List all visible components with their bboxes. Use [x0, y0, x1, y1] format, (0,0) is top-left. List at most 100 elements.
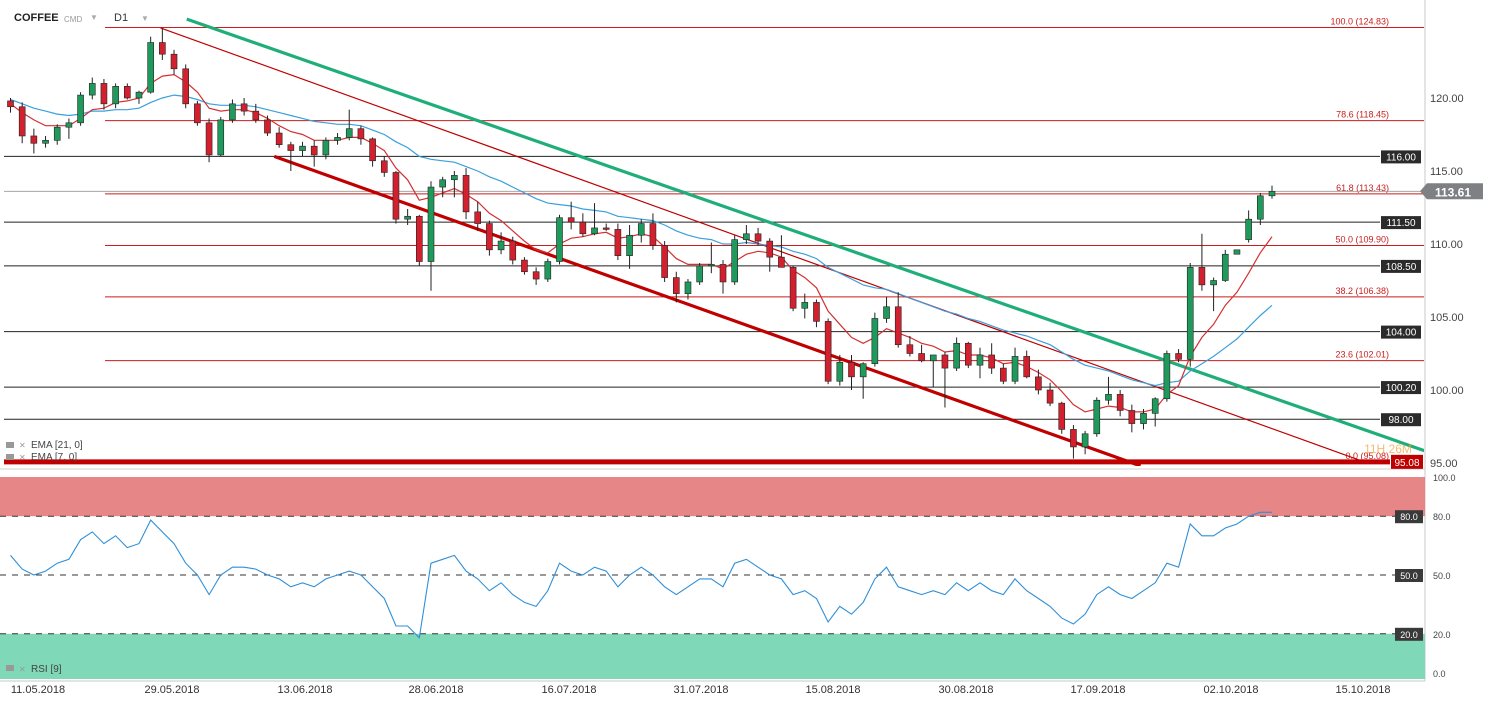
candle	[427, 186, 435, 262]
rsi-overbought-zone	[0, 477, 1425, 517]
candle	[1000, 367, 1007, 382]
level-value-text: 111.50	[1386, 218, 1416, 229]
candle	[813, 302, 820, 322]
candle	[1245, 218, 1252, 240]
candle	[1163, 353, 1171, 400]
candle	[696, 265, 703, 283]
candle	[1140, 413, 1147, 424]
candle	[404, 215, 411, 220]
candle	[18, 106, 26, 137]
date-axis-label: 13.06.2018	[277, 684, 332, 696]
rsi-level-box-text: 80.0	[1400, 512, 1418, 522]
candle	[345, 128, 353, 138]
candle	[859, 363, 867, 378]
rsi-oversold-zone	[0, 633, 1425, 679]
candle	[497, 240, 505, 251]
candle	[614, 229, 622, 256]
level-value-box	[1381, 216, 1421, 230]
candle	[310, 145, 318, 156]
indicator-label: EMA [7, 0]	[31, 452, 77, 463]
date-axis-label: 28.06.2018	[408, 684, 463, 696]
candle	[602, 227, 610, 230]
candle	[953, 342, 960, 369]
candle	[1116, 394, 1124, 411]
candle	[1105, 394, 1112, 401]
candle	[439, 179, 446, 188]
candle	[988, 354, 995, 369]
date-axis-label: 11.05.2018	[11, 684, 65, 696]
red-trendline[interactable]	[273, 154, 1142, 466]
timeframe-label[interactable]: D1	[114, 12, 129, 24]
level-value-box	[1381, 381, 1421, 395]
candle	[1233, 249, 1241, 255]
indicator-settings-icon[interactable]	[6, 442, 14, 448]
date-axis-label: 15.10.2018	[1335, 684, 1390, 696]
date-axis-label: 31.07.2018	[673, 684, 728, 696]
candle	[147, 42, 154, 93]
candle	[661, 245, 668, 278]
symbol-dropdown-icon[interactable]: ▼	[90, 13, 98, 22]
indicator-settings-icon[interactable]	[6, 454, 14, 460]
rsi-axis-label: 100.0	[1433, 473, 1456, 483]
candle	[182, 68, 190, 105]
chart-header: COFFEE CMD ▼ D1 ▼	[0, 0, 1440, 30]
rsi-level-box	[1395, 627, 1423, 641]
price-axis-label: 105.00	[1430, 312, 1464, 324]
candle	[30, 135, 38, 144]
rsi-level-box	[1395, 569, 1423, 582]
candle	[556, 217, 563, 262]
rsi-line	[10, 511, 1272, 639]
candle	[252, 110, 260, 121]
level-value-box	[1381, 150, 1421, 164]
green-trendline[interactable]	[186, 17, 1456, 461]
candle	[486, 223, 493, 251]
price-axis-label: 95.00	[1430, 458, 1458, 470]
candle	[1268, 191, 1276, 197]
rsi-axis-label: 50.0	[1433, 571, 1451, 581]
candle	[906, 344, 914, 354]
candle	[1093, 399, 1101, 435]
candle	[392, 172, 400, 220]
date-axis-label: 02.10.2018	[1203, 684, 1258, 696]
rsi-level-box	[1395, 510, 1423, 524]
candle	[719, 264, 727, 283]
rsi-label: RSI [9]	[31, 664, 62, 675]
candle	[474, 211, 482, 224]
candle	[626, 234, 633, 256]
candle	[708, 264, 715, 267]
timeframe-dropdown-icon[interactable]: ▼	[141, 14, 149, 23]
candle	[778, 256, 785, 268]
candle	[240, 103, 248, 112]
candle	[684, 281, 692, 294]
fibonacci-level-label: 0.0 (95.08)	[1345, 451, 1389, 461]
support-level-box	[1391, 454, 1423, 469]
rsi-settings-icon[interactable]	[6, 665, 14, 671]
candle	[591, 227, 598, 235]
fibonacci-level-label: 78.6 (118.45)	[1336, 110, 1389, 120]
candle	[322, 140, 330, 156]
level-value-text: 108.50	[1386, 262, 1417, 273]
candle	[380, 160, 388, 173]
date-axis-label: 17.09.2018	[1070, 684, 1125, 696]
candle	[672, 277, 680, 294]
candle	[357, 128, 365, 140]
candle	[918, 353, 925, 362]
countdown-label: 11H 26M	[1364, 442, 1412, 456]
candle	[567, 217, 575, 223]
current-price-box	[1420, 183, 1483, 200]
candle	[1198, 267, 1206, 286]
candle	[88, 83, 96, 96]
rsi-axis-label: 80.0	[1433, 512, 1451, 522]
candle	[1058, 402, 1066, 430]
price-axis-label: 110.00	[1430, 239, 1463, 251]
candle	[532, 271, 540, 280]
candle	[789, 267, 797, 309]
symbol-label[interactable]: COFFEE	[14, 12, 59, 24]
candle	[941, 354, 949, 369]
candle	[731, 239, 738, 283]
candle	[579, 221, 587, 235]
candle	[1186, 267, 1194, 360]
rsi-axis-label: 0.0	[1433, 669, 1446, 679]
